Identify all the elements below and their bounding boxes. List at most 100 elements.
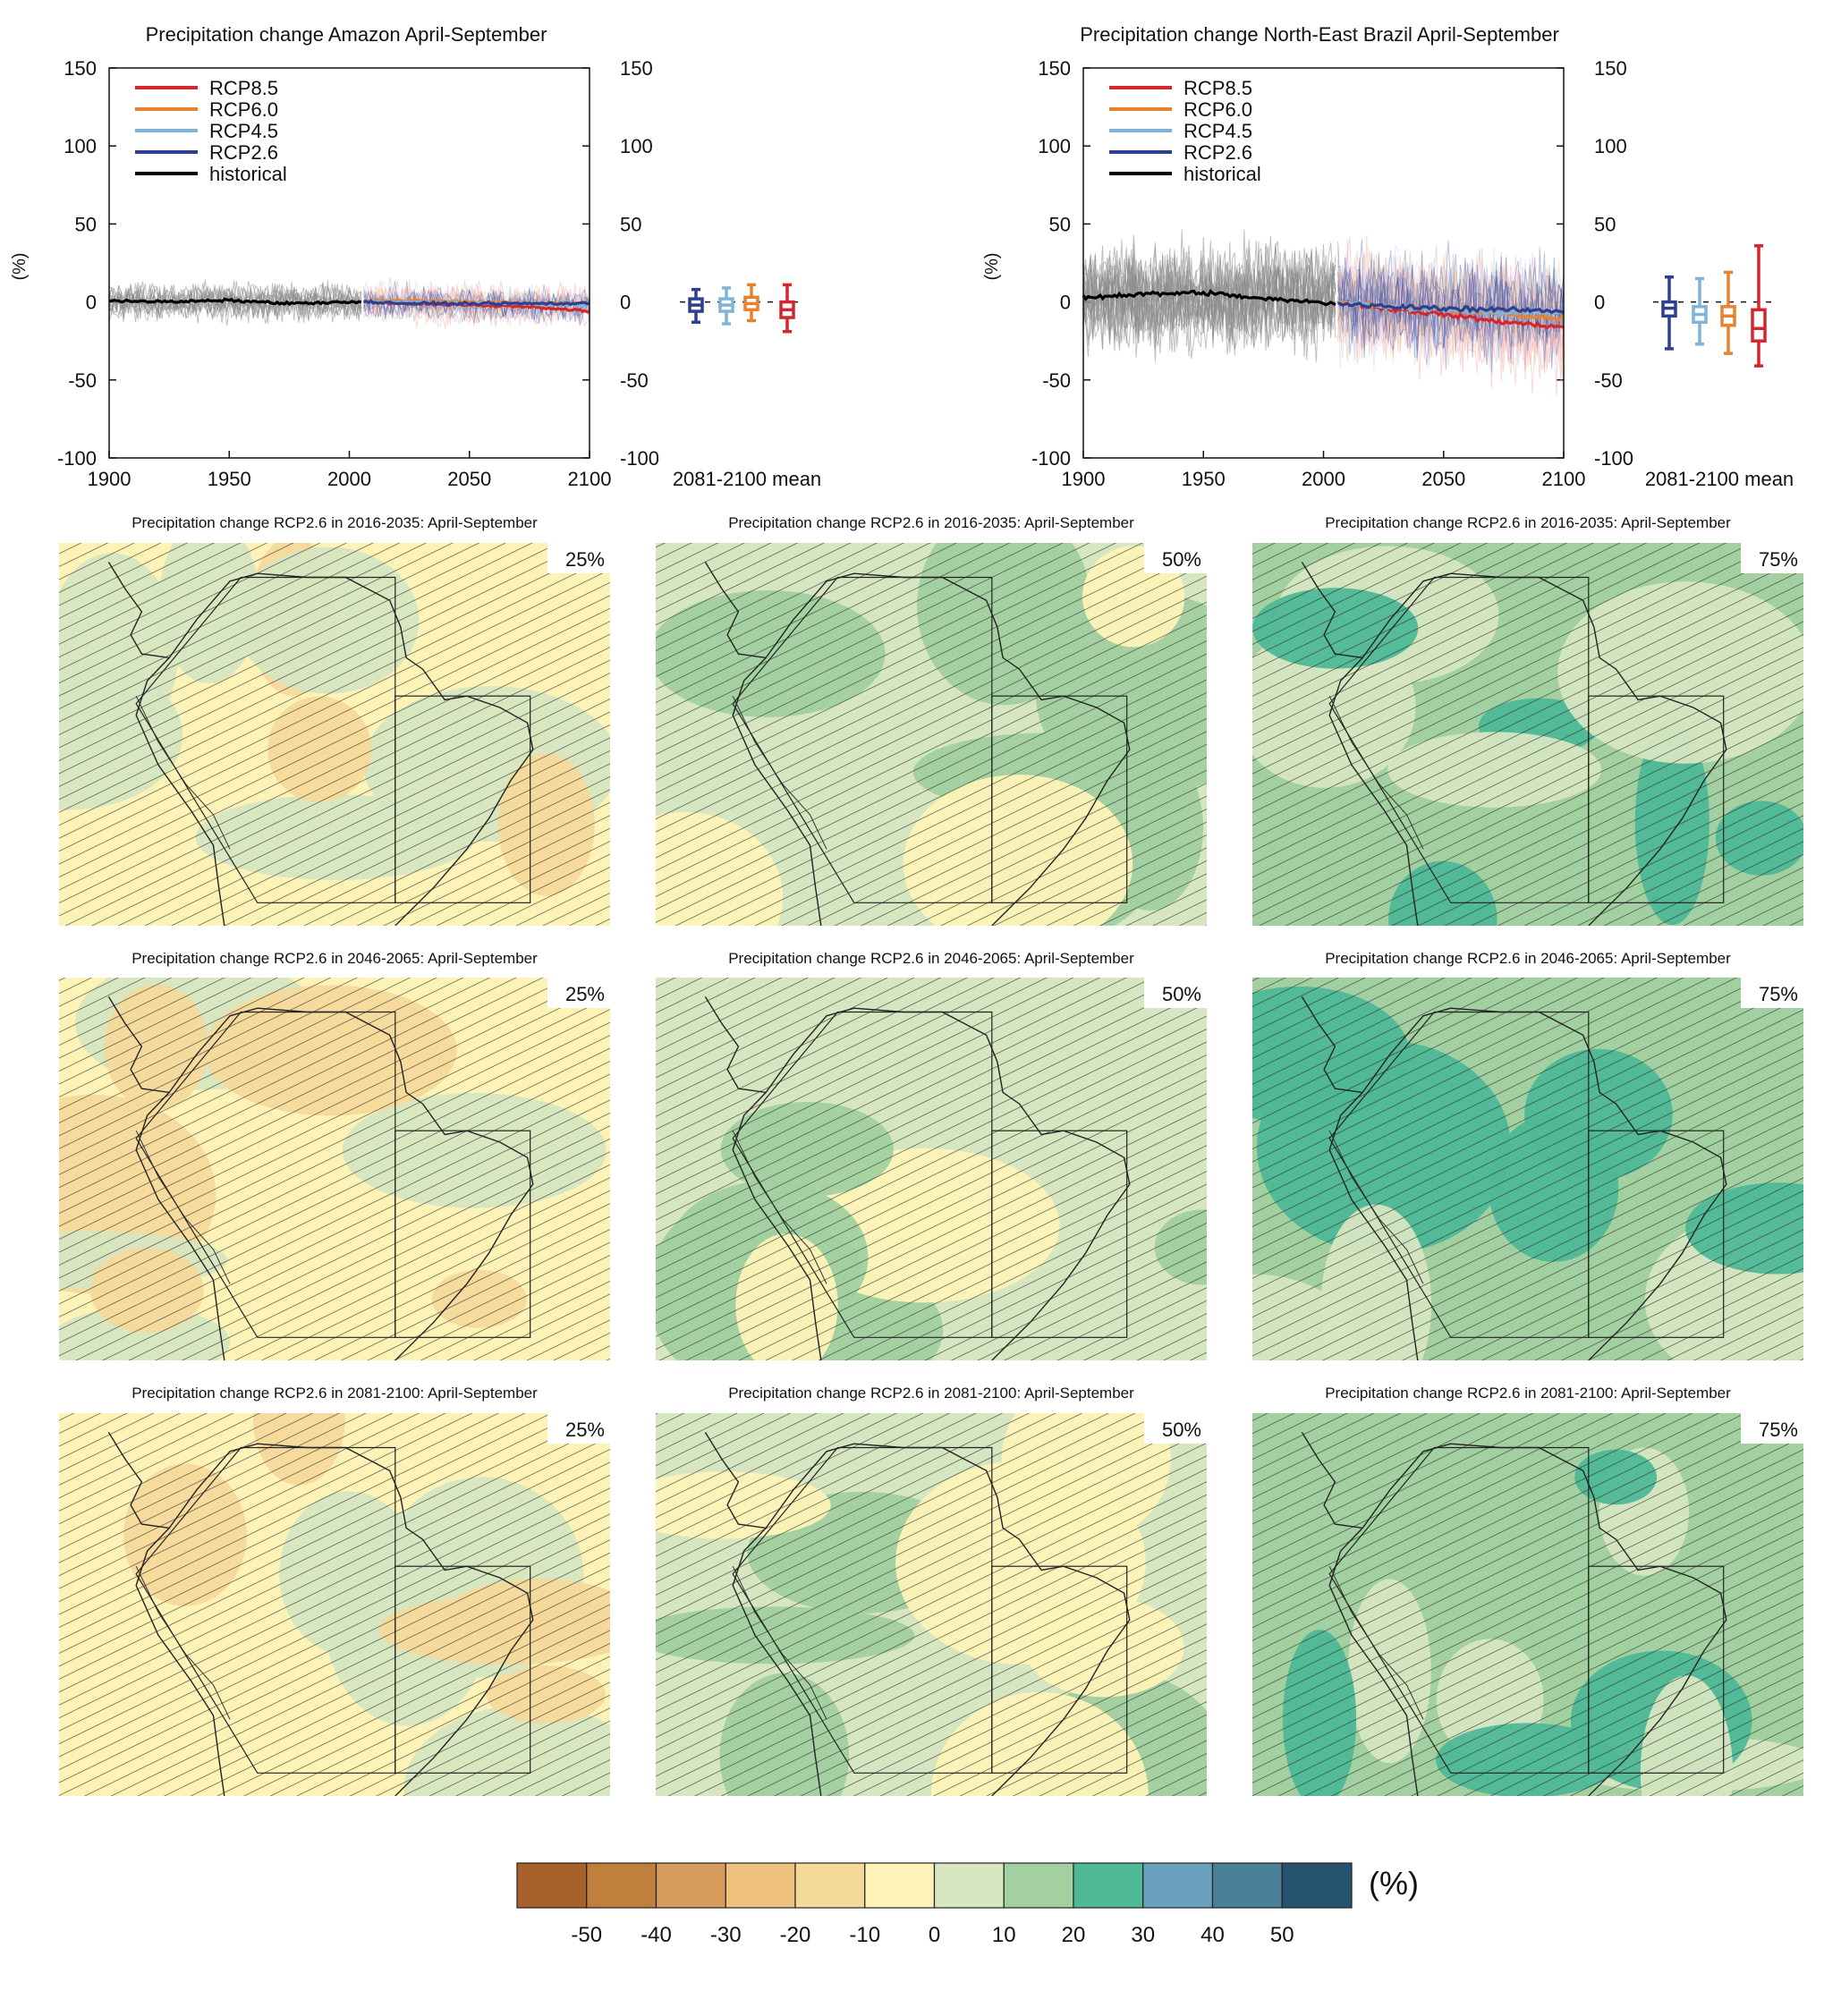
ne-brazil-region-box — [394, 695, 531, 903]
colorbar-tick-label: 50 — [1270, 1923, 1294, 1947]
percentile-label: 50% — [1162, 983, 1201, 1005]
amazon-region-box — [732, 1011, 993, 1338]
colorbar-tick-label: 20 — [1062, 1923, 1086, 1947]
legend-label: RCP6.0 — [1184, 98, 1252, 121]
scenario-member-line — [1337, 248, 1565, 369]
x-tick-label: 2100 — [568, 468, 612, 490]
colorbar-tick-label: 40 — [1200, 1923, 1225, 1947]
colorbar-unit: (%) — [1369, 1865, 1419, 1902]
historical-member-line — [108, 280, 362, 322]
colorbar-tick-label: -20 — [780, 1923, 811, 1947]
percentile-badge — [547, 1413, 610, 1444]
map-title: Precipitation change RCP2.6 in 2081-2100… — [1325, 1385, 1731, 1402]
scenario-member-line — [1337, 267, 1565, 363]
scenario-member-line — [1337, 235, 1565, 385]
coastline-west — [135, 656, 225, 926]
ne-brazil-region-box — [991, 695, 1128, 903]
scenario-member-line — [1337, 244, 1565, 370]
box-plot-RCP4.5 — [718, 286, 734, 326]
box-plot-RCP2.6 — [688, 287, 704, 325]
x-tick-label: 2100 — [1542, 468, 1586, 490]
box-plot-RCP8.5 — [779, 283, 795, 334]
y-tick-label: -50 — [1042, 369, 1071, 392]
scenario-member-line — [1337, 255, 1565, 352]
map-panel: Precipitation change RCP2.6 in 2016-2035… — [656, 514, 1207, 926]
box-label: 2081-2100 mean — [1645, 468, 1794, 490]
legend-label: RCP6.0 — [209, 98, 278, 121]
percentile-label: 75% — [1759, 983, 1798, 1005]
y-tick-label: 0 — [1060, 292, 1071, 314]
colorbar-swatch — [794, 1862, 866, 1909]
y-tick-label: 50 — [75, 213, 97, 235]
scenario-member-line — [1337, 255, 1565, 394]
map-panel: Precipitation change RCP2.6 in 2081-2100… — [656, 1385, 1207, 1796]
colorbar-swatch — [1211, 1862, 1283, 1909]
colorbar: (%) -50 -40 -30 -20 -10 0 10 20 30 40 50 — [516, 1862, 1419, 1947]
legend-label: historical — [1184, 163, 1261, 185]
y-tick-label: -100 — [57, 447, 97, 470]
y-tick-label: 100 — [64, 135, 97, 157]
scenario-member-line — [1337, 236, 1565, 371]
amazon-region-box — [1328, 1446, 1590, 1774]
hatching — [59, 543, 610, 926]
y-tick-label-right: 150 — [1594, 57, 1627, 80]
y-tick-label: 0 — [86, 292, 97, 314]
x-tick-label: 1950 — [1182, 468, 1226, 490]
box-plots — [680, 283, 803, 334]
series-means — [1082, 288, 1565, 330]
colorbar-swatch — [1142, 1862, 1214, 1909]
scenario-member-line — [1337, 252, 1565, 362]
box-plot-RCP6.0 — [743, 283, 759, 323]
percentile-badge — [1144, 1413, 1207, 1444]
andes-line — [1328, 1565, 1424, 1720]
y-axis-label: (%) — [982, 252, 1002, 280]
ne-brazil-region-box — [1588, 695, 1725, 903]
ne-brazil-region-box — [394, 1130, 531, 1338]
colorbar-swatch — [725, 1862, 796, 1909]
box-plot-RCP8.5 — [1751, 244, 1767, 368]
colorbar-tick-label: -10 — [849, 1923, 880, 1947]
colorbar-swatch — [516, 1862, 588, 1909]
x-tick-label: 1950 — [208, 468, 251, 490]
y-tick-label: -100 — [1031, 447, 1071, 470]
map-panel: Precipitation change RCP2.6 in 2081-2100… — [1252, 1385, 1803, 1796]
andes-line — [732, 1565, 827, 1720]
colorbar-tick-label: 0 — [929, 1923, 940, 1947]
colorbar-tick-label: -30 — [710, 1923, 742, 1947]
hatching — [1252, 543, 1803, 926]
colorbar-swatch — [1003, 1862, 1074, 1909]
scenario-member-line — [1337, 247, 1565, 366]
y-tick-label: 100 — [1038, 135, 1071, 157]
y-tick-label-right: 150 — [620, 57, 653, 80]
ne-brazil-region-box — [1588, 1565, 1725, 1774]
y-tick-label-right: 50 — [620, 213, 641, 235]
map-panel: Precipitation change RCP2.6 in 2081-2100… — [59, 1385, 610, 1796]
map-panel: Precipitation change RCP2.6 in 2046-2065… — [59, 950, 610, 1360]
hatching — [1252, 1413, 1803, 1796]
amazon-region-box — [135, 1011, 396, 1338]
colorbar-swatch — [1073, 1862, 1144, 1909]
y-tick-label-right: -100 — [1594, 447, 1633, 470]
percentile-label: 50% — [1162, 548, 1201, 571]
andes-line — [135, 695, 231, 850]
coastline-west — [1328, 656, 1419, 926]
percentile-badge — [1741, 978, 1803, 1008]
series-mean-RCP2.6 — [363, 299, 590, 308]
amazon-region-box — [1328, 1011, 1590, 1338]
scenario-member-line — [1337, 249, 1565, 379]
legend-label: RCP8.5 — [1184, 77, 1252, 99]
coastline-west — [135, 1527, 225, 1796]
andes-line — [1328, 1130, 1424, 1284]
box-plot-RCP6.0 — [1720, 270, 1736, 355]
map-panel: Precipitation change RCP2.6 in 2046-2065… — [656, 950, 1207, 1360]
map-panel: Precipitation change RCP2.6 in 2016-2035… — [59, 514, 610, 926]
legend-label: RCP4.5 — [1184, 120, 1252, 142]
x-tick-label: 2050 — [447, 468, 491, 490]
y-tick-label-right: 100 — [620, 135, 653, 157]
scenario-member-line — [1337, 257, 1565, 360]
hatching — [656, 543, 1207, 926]
map-panel: Precipitation change RCP2.6 in 2016-2035… — [1252, 514, 1803, 926]
